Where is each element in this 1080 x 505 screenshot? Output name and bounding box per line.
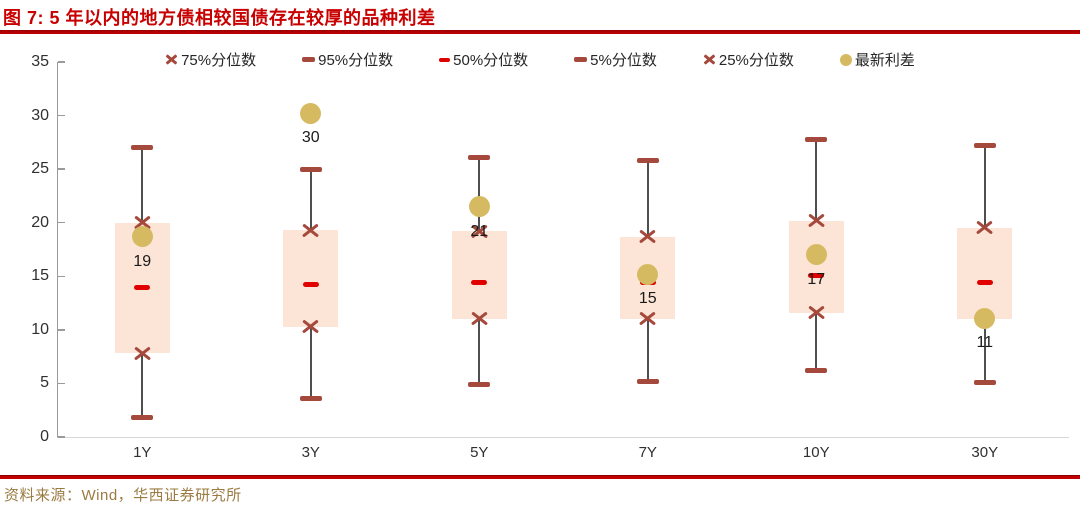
box-plot-area: 0 5 10 15 20 25 30 35 1Y 3Y 5Y 7Y 10Y 30Y 19 30 21 15 17 11 [31,53,1069,461]
median-dash [471,280,488,286]
y-tick-label: 5 [40,374,49,392]
x-tick-label: 3Y [301,444,320,461]
latest-spread-label: 17 [807,270,826,288]
dash-marker-icon [574,57,588,62]
median-dash [134,284,151,290]
y-tick-label: 10 [31,320,49,338]
footer-divider [0,475,1080,479]
p75-marker [638,229,657,245]
whisker-cap-p95 [805,136,828,142]
whisker-cap-p5 [636,378,659,384]
figure-title: 图 7: 5 年以内的地方债相较国债存在较厚的品种利差 [3,8,436,28]
latest-spread-dot [974,307,996,329]
y-axis-tick [58,221,65,224]
legend-item-25%分位数: 25%分位数 [703,49,794,70]
whisker-cap-p5 [805,368,828,374]
latest-spread-dot [637,263,659,285]
legend-item-50%分位数: 50%分位数 [439,49,528,70]
y-axis-tick [58,382,65,385]
p25-marker [133,345,152,361]
median-dash [976,280,993,286]
y-tick-label: 35 [31,53,49,70]
legend-label: 50%分位数 [453,52,529,69]
legend-label: 25%分位数 [718,52,794,69]
iqr-box [451,231,507,320]
whisker-cap-p5 [299,395,322,401]
latest-spread-label: 11 [976,334,994,352]
y-tick-label: 20 [31,213,49,231]
p25-marker [301,319,320,335]
chart-legend: 75%分位数 95%分位数 50%分位数 5%分位数 25%分位数 最新利差 [60,49,1020,70]
legend-item-5%分位数: 5%分位数 [574,49,657,70]
x-tick-label: 30Y [971,444,999,461]
p75-marker [301,222,320,238]
p75-marker [807,213,826,229]
p25-marker [470,311,489,327]
legend-label: 95%分位数 [318,52,394,69]
whisker-cap-p95 [131,145,154,151]
y-axis-tick [58,114,65,117]
dash-marker-icon [439,57,451,62]
x-tick-label: 1Y [133,444,152,461]
latest-spread-dot [468,196,490,218]
latest-spread-dot [300,102,322,124]
latest-spread-label: 30 [301,129,320,147]
latest-spread-label: 15 [638,290,657,308]
x-tick-label: 10Y [802,444,830,461]
median-dash [302,282,319,288]
latest-spread-label: 19 [133,252,152,270]
y-axis-tick [58,329,65,331]
p25-marker [638,311,657,327]
whisker-cap-p95 [299,166,322,172]
iqr-box [283,230,339,327]
p25-marker [807,305,826,321]
whisker-cap-p5 [973,379,996,385]
whisker-cap-p95 [636,158,659,164]
legend-label: 最新利差 [854,52,915,69]
y-axis-tick [58,275,65,278]
y-tick-label: 0 [40,428,49,445]
dash-marker-icon [302,57,316,62]
dot-marker-icon [839,53,852,66]
y-tick-label: 30 [31,106,49,124]
median-dash [808,272,825,278]
latest-spread-dot [805,244,827,266]
x-tick-label: 7Y [638,444,657,461]
y-axis-tick [58,436,65,438]
p75-marker [975,220,994,236]
latest-spread-label: 21 [470,222,489,240]
latest-spread-dot [131,226,153,248]
y-tick-label: 15 [31,267,49,285]
whisker-cap-p95 [973,143,996,149]
whisker-cap-p5 [468,382,491,387]
whisker-cap-p95 [468,154,491,160]
iqr-box [957,228,1013,320]
y-axis-tick [58,168,65,170]
whisker-cap-p5 [131,415,154,421]
source-note: 资料来源：Wind，华西证券研究所 [4,487,242,504]
legend-item-95%分位数: 95%分位数 [302,49,393,70]
legend-label: 75%分位数 [181,52,257,69]
legend-label: 5%分位数 [590,52,657,69]
iqr-box [788,220,844,313]
y-axis-tick [58,61,65,63]
legend-item-75%分位数: 75%分位数 [165,49,256,70]
legend-item-最新利差: 最新利差 [839,49,915,70]
y-tick-label: 25 [31,160,49,178]
x-tick-label: 5Y [470,444,489,461]
title-divider [0,30,1080,34]
